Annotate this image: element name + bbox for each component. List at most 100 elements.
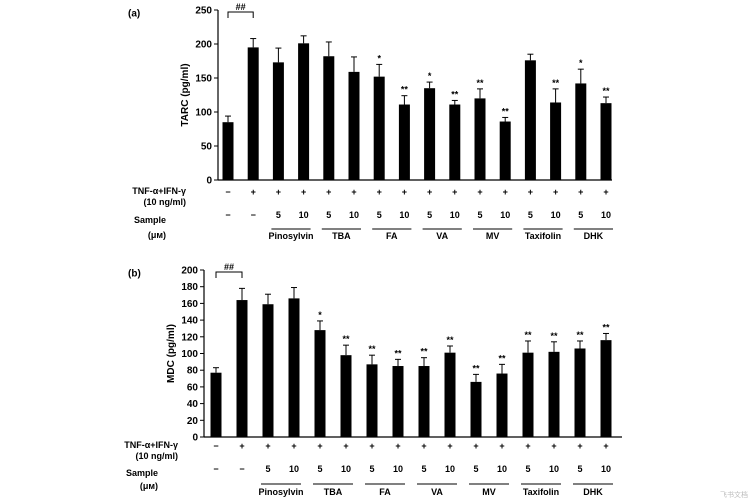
- comparison-marker: ##: [236, 2, 246, 12]
- sample-dose: 10: [450, 210, 460, 220]
- bar: [499, 121, 511, 180]
- y-tick-label: 200: [181, 266, 198, 277]
- sample-dose: 5: [276, 210, 281, 220]
- sample-dose: 5: [578, 210, 583, 220]
- significance-mark: **: [368, 344, 376, 354]
- significance-mark: **: [552, 78, 560, 88]
- group-label: DHK: [583, 487, 603, 497]
- y-tick-label: 140: [181, 316, 198, 327]
- group-label: MV: [482, 487, 496, 497]
- treatment-sign: +: [343, 441, 348, 451]
- treatment-sign: +: [551, 441, 556, 451]
- group-label: Pinosylvin: [268, 231, 313, 241]
- bar: [210, 372, 222, 437]
- bar: [398, 104, 410, 180]
- bar: [474, 98, 486, 180]
- sample-dose: 5: [477, 210, 482, 220]
- bar: [524, 60, 536, 180]
- sample-unit: (μм): [148, 230, 166, 240]
- treatment-sign: +: [577, 441, 582, 451]
- sample-dose: 5: [427, 210, 432, 220]
- treatment-sign: +: [251, 187, 256, 197]
- y-tick-label: 160: [181, 299, 198, 310]
- treatment-sign: +: [452, 187, 457, 197]
- bar: [298, 43, 310, 180]
- sample-dose: 5: [317, 464, 322, 474]
- treatment-sign: +: [503, 187, 508, 197]
- panel-b-chart: (b) 0 20 40 60 80 100 120 140 160 180 200 MDC (pg/ml…: [124, 262, 622, 497]
- bar: [348, 71, 360, 180]
- bar: [366, 364, 378, 437]
- treatment-sign: +: [291, 441, 296, 451]
- bar: [496, 373, 508, 437]
- treatment-sign: +: [239, 441, 244, 451]
- treatment-sign: +: [265, 441, 270, 451]
- sample-dose: 5: [369, 464, 374, 474]
- sample-label: Sample: [134, 215, 166, 225]
- bar: [262, 304, 274, 437]
- sample-dose: 10: [601, 210, 611, 220]
- sample-dose: 10: [497, 464, 507, 474]
- y-tick-label: 100: [195, 108, 212, 119]
- sample-dose: 10: [601, 464, 611, 474]
- bar: [272, 62, 284, 180]
- bar: [470, 381, 482, 437]
- sample-dose: 10: [551, 210, 561, 220]
- comparison-bracket: [227, 11, 254, 18]
- significance-mark: *: [428, 71, 432, 81]
- treatment-sign: +: [351, 187, 356, 197]
- y-tick-label: 40: [187, 399, 199, 410]
- sample-dose: 5: [473, 464, 478, 474]
- treatment-sign: +: [553, 187, 558, 197]
- sample-unit: (μм): [140, 481, 158, 491]
- sample-dose: 10: [500, 210, 510, 220]
- bar: [222, 122, 234, 180]
- treatment-sign: +: [402, 187, 407, 197]
- treatment-sign: +: [276, 187, 281, 197]
- bar: [373, 76, 385, 180]
- y-axis-title: MDC (pg/ml): [166, 324, 177, 383]
- treatment-sign: +: [525, 441, 530, 451]
- y-tick-label: 60: [187, 382, 199, 393]
- y-tick-label: 20: [187, 416, 199, 427]
- sample-dose: 10: [393, 464, 403, 474]
- significance-mark: **: [524, 330, 532, 340]
- bar: [449, 104, 461, 180]
- bar: [600, 340, 612, 437]
- group-label: FA: [386, 231, 398, 241]
- sample-dose: −: [225, 210, 230, 220]
- bar: [340, 355, 352, 437]
- treatment-sign: −: [213, 441, 218, 451]
- treatment-sign: +: [326, 187, 331, 197]
- sample-dose: 10: [399, 210, 409, 220]
- significance-mark: **: [476, 78, 484, 88]
- treatment-concentration: (10 ng/ml): [143, 197, 186, 207]
- bar: [236, 300, 248, 437]
- treatment-sign: +: [477, 187, 482, 197]
- bar: [288, 298, 300, 437]
- significance-mark: **: [550, 331, 558, 341]
- significance-mark: **: [401, 85, 409, 95]
- bar: [575, 83, 587, 180]
- y-tick-label: 150: [195, 74, 212, 85]
- group-label: DHK: [584, 231, 604, 241]
- sample-dose: 5: [525, 464, 530, 474]
- treatment-sign: +: [499, 441, 504, 451]
- treatment-sign: +: [427, 187, 432, 197]
- bar: [323, 56, 335, 180]
- bar: [424, 88, 436, 180]
- significance-mark: **: [576, 330, 584, 340]
- bar: [522, 352, 534, 437]
- significance-mark: **: [502, 106, 510, 116]
- significance-mark: *: [579, 58, 583, 68]
- group-label: Taxifolin: [525, 231, 561, 241]
- y-tick-label: 250: [195, 6, 212, 17]
- sample-dose: 10: [299, 210, 309, 220]
- sample-dose: 10: [549, 464, 559, 474]
- treatment-sign: +: [473, 441, 478, 451]
- sample-dose: 5: [577, 464, 582, 474]
- bar: [392, 366, 404, 437]
- sample-dose: 5: [326, 210, 331, 220]
